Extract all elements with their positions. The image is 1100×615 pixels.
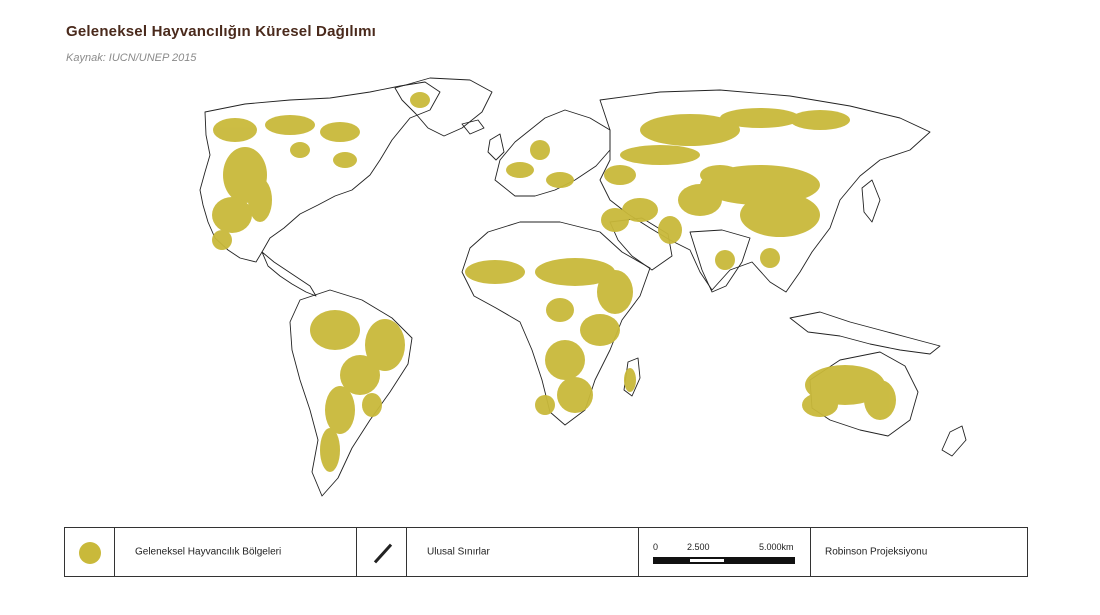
border-line-icon <box>373 543 393 564</box>
map-source: Kaynak: IUCN/UNEP 2015 <box>66 52 197 64</box>
legend-projection-label: Robinson Projeksiyonu <box>825 546 928 558</box>
livestock-region <box>535 395 555 415</box>
livestock-region <box>640 114 740 146</box>
livestock-region <box>535 258 615 286</box>
scale-bar <box>653 557 795 564</box>
livestock-region <box>802 393 838 417</box>
legend-borders-label: Ulusal Sınırlar <box>427 546 490 558</box>
livestock-region <box>620 145 700 165</box>
legend-livestock-cell: Geleneksel Hayvancılık Bölgeleri <box>115 528 357 576</box>
scale-zero-label: 0 <box>653 542 659 552</box>
legend-borders-cell: Ulusal Sınırlar <box>407 528 639 576</box>
livestock-region <box>790 110 850 130</box>
central-america-outline <box>261 251 317 297</box>
livestock-region <box>530 140 550 160</box>
livestock-region <box>212 197 252 233</box>
north-america-outline <box>199 81 441 263</box>
livestock-region <box>506 162 534 178</box>
livestock-region <box>340 355 380 395</box>
livestock-region <box>212 230 232 250</box>
livestock-region <box>604 165 636 185</box>
livestock-region <box>265 115 315 135</box>
legend-livestock-label: Geleneksel Hayvancılık Bölgeleri <box>135 546 282 558</box>
livestock-region <box>740 193 820 237</box>
livestock-region <box>320 122 360 142</box>
livestock-region <box>546 298 574 322</box>
livestock-region <box>658 216 682 244</box>
uk-outline <box>487 133 505 161</box>
livestock-region <box>760 248 780 268</box>
scale-mid-label: 2.500 <box>687 542 710 552</box>
livestock-region <box>864 380 896 420</box>
livestock-region <box>290 142 310 158</box>
greenland-outline <box>394 77 493 137</box>
map-legend: Geleneksel Hayvancılık Bölgeleri Ulusal … <box>64 527 1028 577</box>
africa-outline <box>461 221 651 426</box>
scale-end-label: 5.000km <box>759 542 794 552</box>
livestock-region <box>320 428 340 472</box>
livestock-region <box>715 250 735 270</box>
livestock-region <box>601 208 629 232</box>
legend-scale-cell: 0 2.500 5.000km <box>639 528 811 576</box>
livestock-region <box>545 340 585 380</box>
livestock-region <box>248 178 272 222</box>
livestock-region <box>213 118 257 142</box>
india-outline <box>689 229 751 293</box>
livestock-region <box>365 319 405 371</box>
world-map <box>199 77 967 497</box>
continent-outlines <box>199 77 967 497</box>
livestock-areas <box>212 92 896 472</box>
iceland-outline <box>461 119 485 135</box>
livestock-region <box>700 165 740 185</box>
livestock-region <box>624 368 636 392</box>
japan-outline <box>861 179 881 223</box>
livestock-region <box>720 108 800 128</box>
legend-projection-cell: Robinson Projeksiyonu <box>811 528 1027 576</box>
livestock-region <box>465 260 525 284</box>
livestock-swatch-icon <box>79 542 101 564</box>
new-zealand-outline <box>941 425 967 457</box>
livestock-region <box>597 270 633 314</box>
map-title: Geleneksel Hayvancılığın Küresel Dağılım… <box>66 23 376 40</box>
sea-islands-outline <box>789 311 941 355</box>
livestock-region <box>310 310 360 350</box>
asia-outline <box>599 89 931 293</box>
livestock-region <box>557 377 593 413</box>
livestock-region <box>325 386 355 434</box>
legend-border-swatch-cell <box>357 528 407 576</box>
legend-swatch-cell <box>65 528 115 576</box>
livestock-region <box>622 198 658 222</box>
livestock-region <box>410 92 430 108</box>
livestock-region <box>333 152 357 168</box>
livestock-region <box>580 314 620 346</box>
livestock-region <box>546 172 574 188</box>
south-america-outline <box>289 289 413 497</box>
livestock-region <box>362 393 382 417</box>
livestock-region <box>678 184 722 216</box>
